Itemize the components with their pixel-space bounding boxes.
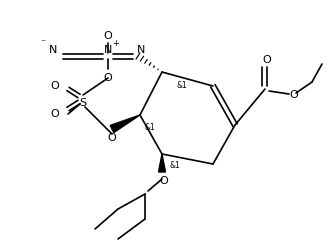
Text: &1: &1: [177, 80, 188, 89]
Text: &1: &1: [170, 160, 181, 169]
Text: O: O: [51, 109, 59, 118]
Text: O: O: [289, 90, 298, 100]
Text: N: N: [49, 45, 57, 55]
Text: O: O: [108, 133, 116, 142]
Text: O: O: [51, 81, 59, 91]
Text: O: O: [263, 55, 271, 65]
Text: S: S: [80, 98, 87, 108]
Text: O: O: [160, 175, 168, 185]
Text: N: N: [104, 45, 112, 55]
Polygon shape: [158, 154, 166, 172]
Text: N: N: [137, 45, 145, 55]
Text: ⁻: ⁻: [40, 38, 46, 48]
Text: +: +: [112, 38, 119, 47]
Text: O: O: [104, 73, 112, 83]
Text: &1: &1: [145, 123, 156, 132]
Polygon shape: [110, 115, 140, 133]
Text: O: O: [104, 31, 112, 41]
